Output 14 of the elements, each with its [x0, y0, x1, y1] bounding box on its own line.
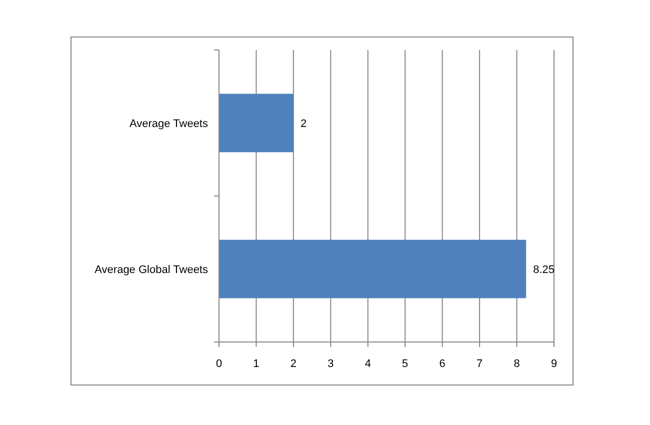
x-tick-label: 1	[253, 358, 260, 370]
x-tick-label: 5	[402, 358, 408, 370]
x-tick-label: 7	[476, 358, 483, 370]
x-tick-label: 3	[328, 358, 334, 370]
x-tick-label: 0	[216, 358, 222, 370]
x-tick-label: 8	[514, 358, 520, 370]
x-tick-label: 2	[290, 358, 297, 370]
x-tick-label: 4	[364, 358, 371, 370]
x-tick-label: 6	[439, 358, 446, 370]
data-label: 8.25	[533, 264, 555, 276]
x-tick-label: 9	[550, 358, 558, 370]
data-label: 2	[300, 118, 307, 130]
y-tick-label: Average Tweets	[130, 118, 208, 130]
y-tick-label: Average Global Tweets	[94, 264, 208, 276]
